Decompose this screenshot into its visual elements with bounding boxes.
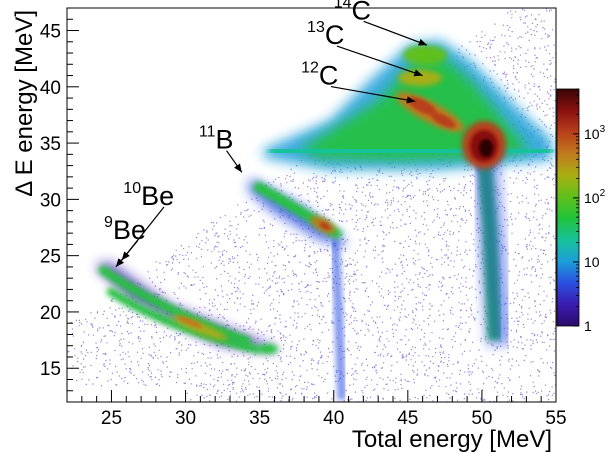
y-axis: 15 20 25 30 35 40 45 bbox=[40, 7, 79, 403]
x-tick-label: 55 bbox=[545, 408, 566, 429]
c-13-cloud bbox=[398, 70, 442, 86]
isotope-label-14c: 14C bbox=[334, 0, 428, 46]
isotope-label-text: 14C bbox=[334, 0, 371, 25]
isotope-label-10be: 10Be bbox=[121, 180, 174, 261]
isotope-arrow bbox=[330, 85, 416, 104]
plot-area bbox=[67, 8, 556, 402]
isotope-arrow bbox=[226, 150, 243, 173]
c-vertical-outer bbox=[470, 138, 513, 346]
isotope-bands-layer bbox=[95, 40, 553, 401]
c-horizontal-band bbox=[269, 143, 553, 159]
isotope-label-11b: 11B bbox=[199, 124, 243, 173]
b-band bbox=[248, 178, 347, 401]
x-axis-title: Total energy [MeV] bbox=[352, 426, 552, 452]
c-region bbox=[262, 40, 553, 346]
isotope-label-text: 12C bbox=[301, 60, 338, 91]
c-main-peak-core bbox=[479, 139, 493, 157]
isotope-label-9be: 9Be bbox=[104, 214, 146, 268]
b-hotspot-core bbox=[319, 222, 331, 230]
x-tick-label: 45 bbox=[397, 408, 418, 429]
be-bands bbox=[95, 262, 280, 354]
y-tick-label: 25 bbox=[40, 247, 61, 268]
y-tick-label: 15 bbox=[40, 359, 61, 380]
x-tick-label: 35 bbox=[249, 408, 270, 429]
y-tick-label: 45 bbox=[40, 22, 61, 43]
y-tick-label: 35 bbox=[40, 134, 61, 155]
x-axis: 25 30 35 40 45 50 55 bbox=[66, 390, 567, 429]
isotope-label-text: 11B bbox=[199, 124, 234, 155]
c-12-core-b bbox=[430, 112, 456, 128]
isotope-arrow bbox=[121, 206, 165, 261]
x-tick-label: 25 bbox=[101, 408, 122, 429]
be-band-envelope bbox=[95, 262, 280, 352]
c-14-cloud bbox=[403, 45, 447, 65]
y-tick-label: 20 bbox=[40, 303, 61, 324]
x-tick-label: 50 bbox=[471, 408, 492, 429]
isotope-arrow bbox=[363, 20, 428, 46]
x-tick-label: 40 bbox=[323, 408, 344, 429]
x-tick-label: 30 bbox=[175, 408, 196, 429]
colorbar-gradient bbox=[556, 88, 580, 327]
isotope-label-12c: 12C bbox=[301, 60, 416, 104]
plot-frame bbox=[66, 7, 557, 403]
be-tail-spot bbox=[258, 344, 278, 354]
be-band-upper bbox=[97, 264, 252, 347]
be-core-b bbox=[176, 316, 204, 328]
be-band-lower bbox=[105, 286, 261, 354]
isotope-arrow bbox=[336, 45, 423, 77]
y-tick-label: 40 bbox=[40, 78, 61, 99]
y-tick-label: 30 bbox=[40, 190, 61, 211]
colorbar: 1 10 102 103 bbox=[556, 88, 606, 334]
colorbar-tick-label: 103 bbox=[584, 124, 606, 142]
isotope-label-text: 9Be bbox=[104, 214, 146, 245]
colorbar-tick-label: 1 bbox=[584, 318, 592, 334]
y-axis-title: Δ E energy [MeV] bbox=[11, 10, 38, 197]
b-vertical-tail bbox=[330, 239, 347, 401]
colorbar-tick-label: 10 bbox=[584, 254, 600, 270]
isotope-label-13c: 13C bbox=[307, 19, 423, 77]
isotope-label-text: 10Be bbox=[123, 180, 174, 211]
colorbar-tick-label: 102 bbox=[584, 188, 606, 206]
isotope-label-text: 13C bbox=[307, 19, 344, 50]
